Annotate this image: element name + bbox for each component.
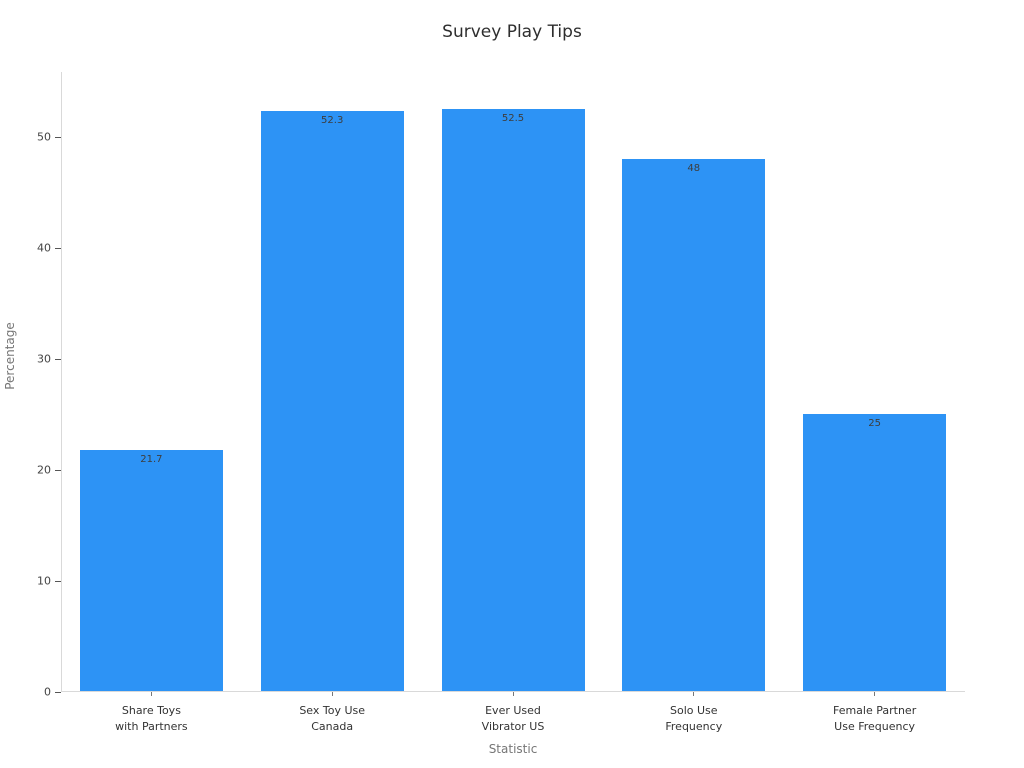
x-axis-label: Statistic — [488, 742, 538, 756]
x-axis-spine — [61, 691, 965, 692]
bar: 52.3 — [260, 110, 404, 691]
y-tick-label: 40 — [37, 241, 51, 255]
bar-value-label: 21.7 — [140, 454, 163, 466]
x-tick-mark — [693, 692, 695, 696]
bar: 52.5 — [441, 108, 585, 691]
plot-area: 0 10 20 30 40 50 21.7 Share Toys with Partners 5… — [37, 72, 965, 733]
bar: 21.7 — [79, 450, 223, 691]
y-tick-label: 20 — [37, 463, 51, 477]
bar: 25 — [803, 413, 947, 691]
y-tick-mark — [55, 358, 61, 360]
y-tick-mark — [55, 580, 61, 582]
bar-value-label: 52.5 — [501, 112, 525, 124]
x-tick-mark — [874, 692, 876, 696]
x-category-label: Sex Toy Use Canada — [299, 704, 366, 733]
chart-title: Survey Play Tips — [442, 22, 582, 42]
x-category-label: Ever Used Vibrator US — [481, 704, 545, 733]
y-tick-mark — [55, 469, 61, 471]
y-tick-label: 30 — [37, 352, 51, 366]
x-category-label: Share Toys with Partners — [115, 704, 188, 733]
x-tick-mark — [150, 692, 152, 696]
y-tick-mark — [55, 247, 61, 249]
bar-value-label: 48 — [687, 162, 701, 174]
bar-value-label: 52.3 — [321, 114, 344, 126]
y-tick-label: 50 — [37, 130, 51, 144]
y-tick-label: 0 — [44, 685, 51, 699]
y-tick-mark — [55, 136, 61, 138]
x-tick-mark — [512, 692, 514, 696]
bar: 48 — [622, 158, 766, 691]
y-tick-mark — [55, 691, 61, 693]
y-axis-spine — [61, 72, 62, 692]
x-category-label: Female Partner Use Frequency — [832, 704, 917, 733]
bar-value-label: 25 — [868, 417, 881, 429]
y-tick-label: 10 — [37, 574, 51, 588]
x-tick-mark — [331, 692, 333, 696]
x-category-label: Solo Use Frequency — [665, 704, 723, 733]
